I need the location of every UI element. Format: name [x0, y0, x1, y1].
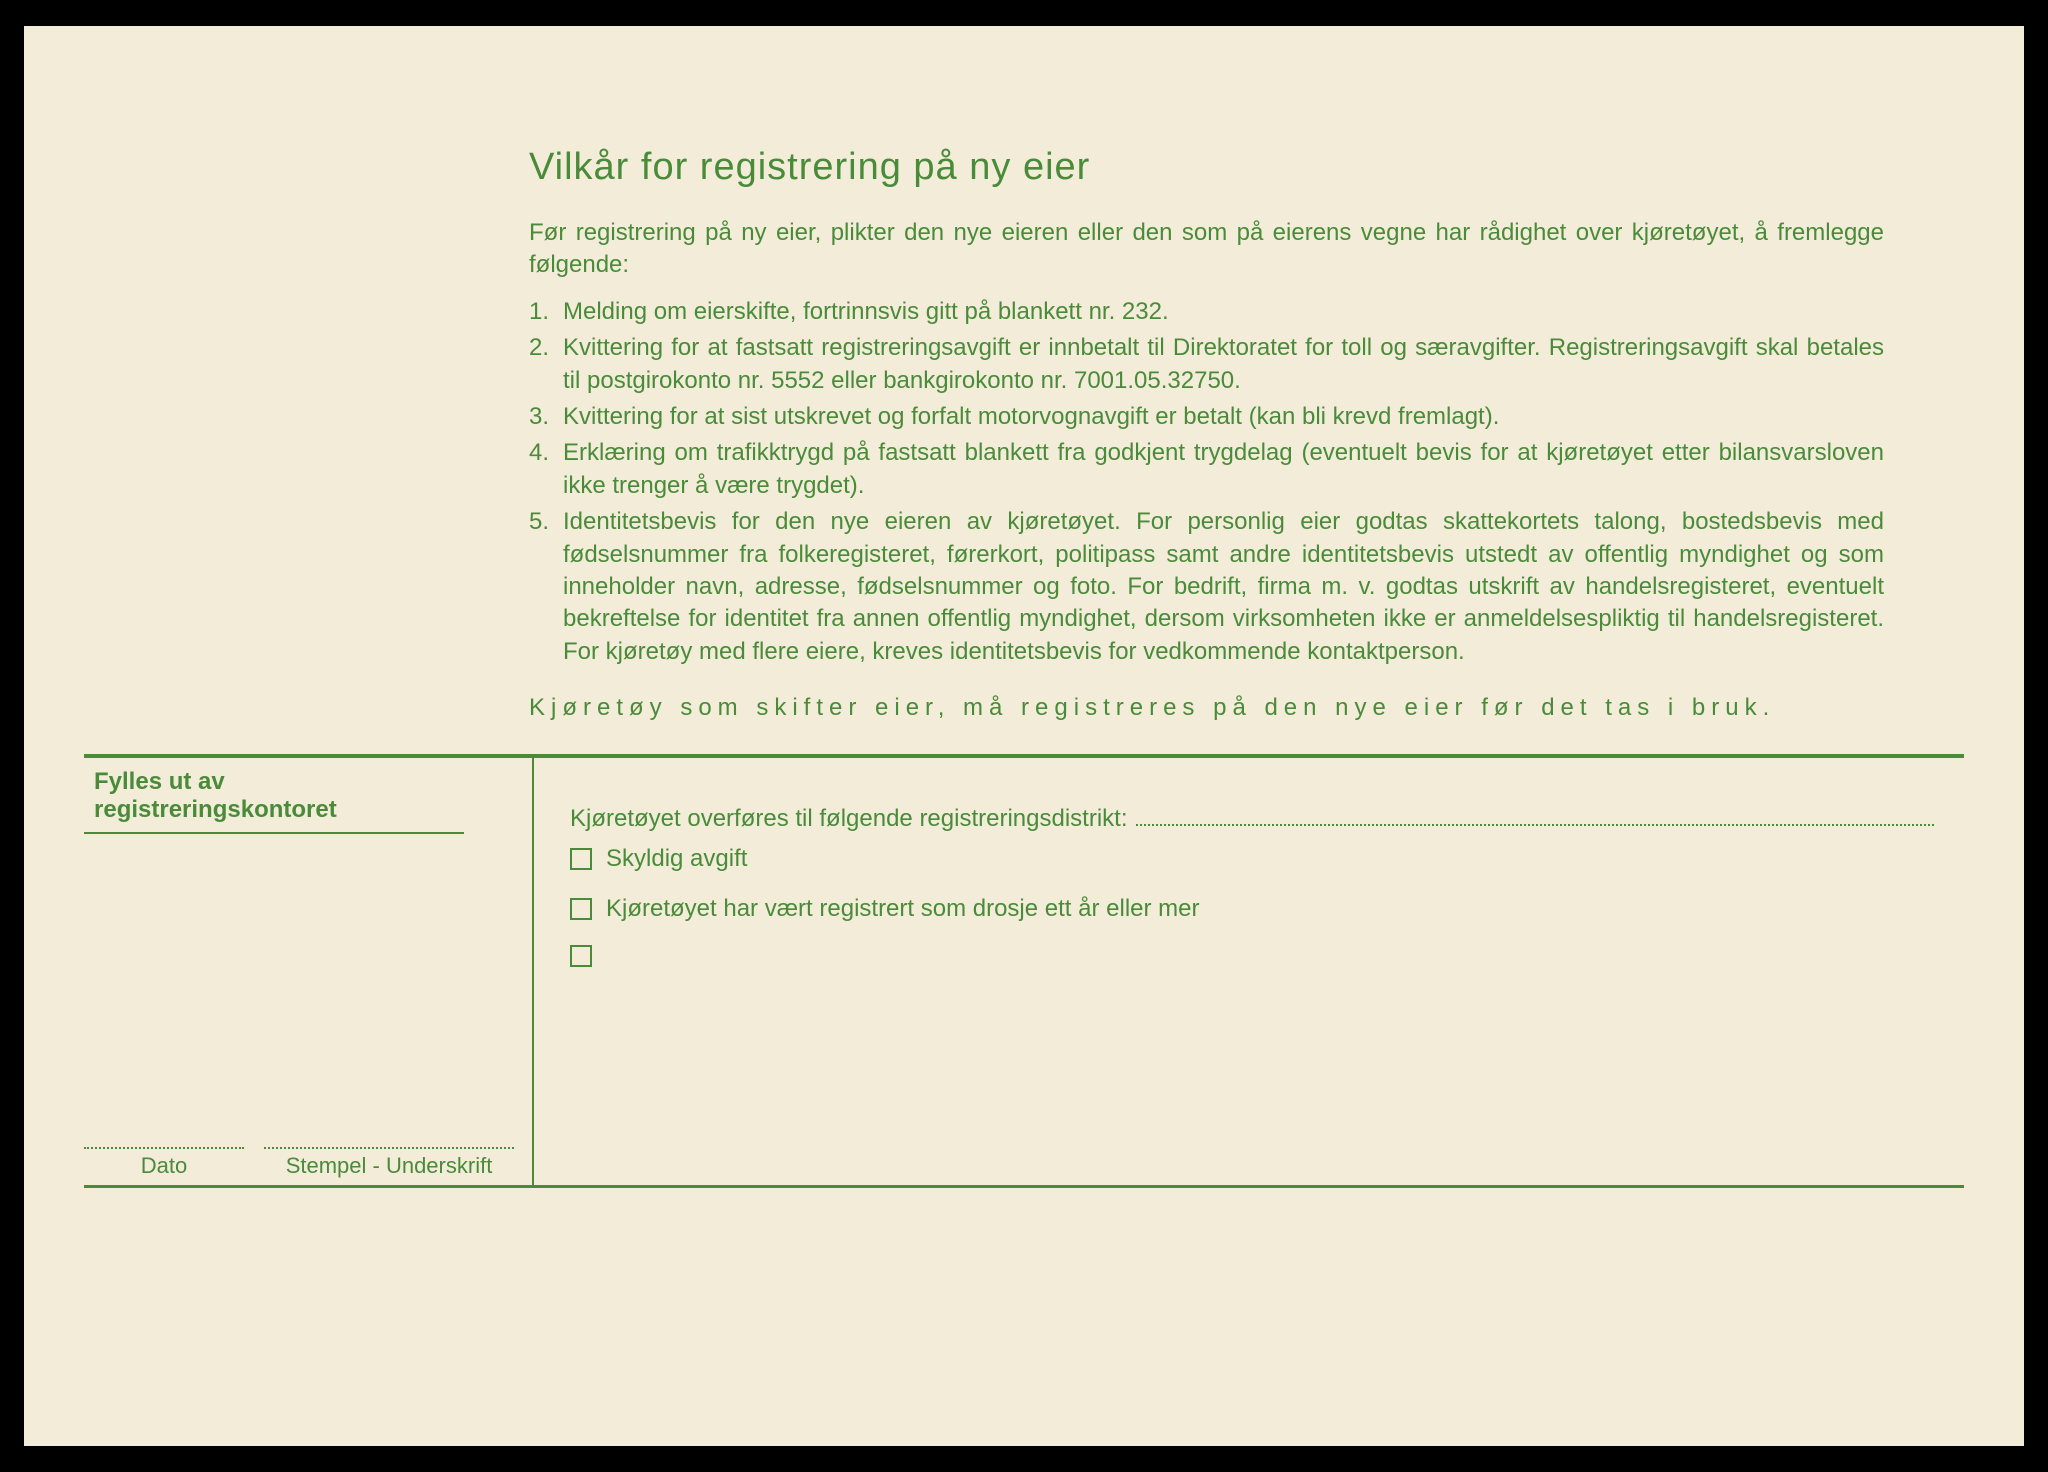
list-text: Melding om eierskifte, fortrinnsvis gitt… [563, 296, 1884, 328]
list-item: 5. Identitetsbevis for den nye eieren av… [529, 506, 1884, 668]
transfer-dotted-fill[interactable] [1136, 800, 1935, 826]
list-number: 1. [529, 296, 563, 328]
list-item: 2. Kvittering for at fastsatt registreri… [529, 332, 1884, 397]
list-item: 4. Erklæring om trafikktrygd på fastsatt… [529, 437, 1884, 502]
checkbox-label-2: Kjøretøyet har vært registrert som drosj… [606, 895, 1199, 923]
list-text: Kvittering for at sist utskrevet og forf… [563, 401, 1884, 433]
requirements-list: 1. Melding om eierskifte, fortrinnsvis g… [529, 296, 1884, 668]
list-number: 3. [529, 401, 563, 433]
checkbox-row [570, 945, 1934, 967]
list-number: 5. [529, 506, 563, 668]
checkbox-icon[interactable] [570, 945, 592, 967]
stempel-label: Stempel - Underskrift [264, 1153, 514, 1179]
checkbox-row: Kjøretøyet har vært registrert som drosj… [570, 895, 1934, 923]
list-text: Identitetsbevis for den nye eieren av kj… [563, 506, 1884, 668]
checkbox-label-1: Skyldig avgift [606, 845, 747, 873]
list-number: 4. [529, 437, 563, 502]
checkbox-icon[interactable] [570, 898, 592, 920]
page-title: Vilkår for registrering på ny eier [529, 146, 1964, 189]
transfer-line: Kjøretøyet overføres til følgende regist… [570, 800, 1934, 833]
dato-dotted-line [84, 1147, 244, 1149]
list-item: 1. Melding om eierskifte, fortrinnsvis g… [529, 296, 1884, 328]
list-text: Erklæring om trafikktrygd på fastsatt bl… [563, 437, 1884, 502]
intro-paragraph: Før registrering på ny eier, plikter den… [529, 217, 1884, 282]
list-number: 2. [529, 332, 563, 397]
checkbox-icon[interactable] [570, 848, 592, 870]
content-area: Vilkår for registrering på ny eier Før r… [84, 146, 1964, 1188]
dato-label: Dato [84, 1153, 244, 1179]
stempel-dotted-line [264, 1147, 514, 1149]
right-column: Kjøretøyet overføres til følgende regist… [534, 758, 1964, 1185]
checkbox-row: Skyldig avgift [570, 845, 1934, 873]
document-page: Vilkår for registrering på ny eier Før r… [24, 26, 2024, 1446]
left-column: Fylles ut av registreringskontoret Dato … [84, 758, 534, 1185]
left-heading-line2: registreringskontoret [84, 796, 532, 824]
left-underline [84, 832, 464, 834]
bottom-section: Fylles ut av registreringskontoret Dato … [84, 758, 1964, 1188]
transfer-label: Kjøretøyet overføres til følgende regist… [570, 805, 1128, 833]
footer-note: Kjøretøy som skifter eier, må registrere… [529, 694, 1884, 722]
left-bottom-labels: Dato Stempel - Underskrift [84, 1147, 532, 1179]
left-heading-line1: Fylles ut av [84, 768, 532, 796]
list-text: Kvittering for at fastsatt registrerings… [563, 332, 1884, 397]
list-item: 3. Kvittering for at sist utskrevet og f… [529, 401, 1884, 433]
